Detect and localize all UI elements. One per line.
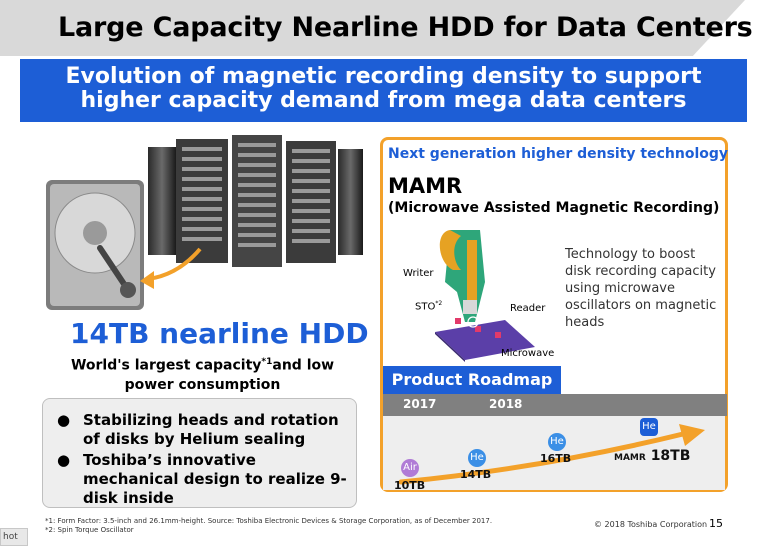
feature-item: ● Stabilizing heads and rotation of disk…: [57, 411, 347, 449]
product-subtitle: World's largest capacity*1and low power …: [50, 353, 355, 395]
copyright: © 2018 Toshiba Corporation: [594, 520, 708, 529]
footnote-2: *2: Spin Torque Oscillator: [45, 526, 134, 534]
corner-tab[interactable]: hot: [0, 528, 28, 546]
features-box: ● Stabilizing heads and rotation of disk…: [42, 398, 357, 508]
footnotes: *1: Form Factor: 3.5-inch and 26.1mm-hei…: [45, 517, 492, 535]
capacity-18tb-value: 18TB: [650, 448, 691, 464]
page-number: 15: [709, 517, 723, 530]
capacity-14tb: 14TB: [460, 468, 492, 481]
air-badge-icon: Air: [401, 459, 419, 477]
capacity-10tb: 10TB: [394, 479, 426, 492]
product-subtitle-part2: and low: [272, 357, 335, 374]
page-title: Large Capacity Nearline HDD for Data Cen…: [58, 12, 753, 43]
product-title: 14TB nearline HDD: [70, 317, 369, 350]
capacity-16tb: 16TB: [540, 452, 572, 465]
bullet-icon: ●: [57, 451, 71, 469]
helium-badge-icon: He: [548, 433, 566, 451]
feature-text: Toshiba’s innovative mechanical design t…: [83, 451, 347, 507]
helium-badge-icon: He: [468, 449, 486, 467]
subtitle-line-2: higher capacity demand from mega data ce…: [80, 88, 687, 113]
mamr-prefix: MAMR: [614, 453, 646, 463]
mamr-full-name: (Microwave Assisted Magnetic Recording): [388, 200, 720, 216]
roadmap-arrow-icon: [398, 424, 705, 485]
year-2018: 2018: [489, 397, 523, 411]
microwave-label: Microwave: [501, 348, 555, 359]
product-subtitle-part1: World's largest capacity: [70, 357, 262, 374]
sto-label: STO*2: [415, 300, 442, 312]
year-2017: 2017: [403, 397, 437, 411]
subtitle-banner: Evolution of magnetic recording density …: [20, 59, 747, 122]
title-band: [0, 0, 745, 56]
product-subtitle-line2: power consumption: [124, 376, 281, 393]
mamr-description: Technology to boost disk recording capac…: [565, 247, 717, 330]
hdd-image: [46, 180, 144, 310]
footnote-ref-1: *1: [261, 357, 273, 367]
mamr-title: MAMR: [388, 174, 463, 198]
subtitle-line-1: Evolution of magnetic recording density …: [65, 64, 702, 89]
helium-badge-icon: He: [640, 418, 658, 436]
roadmap-year-bar: 2017 2018: [383, 394, 727, 416]
orange-arrow-icon: [140, 247, 202, 289]
server-rack-image: [148, 135, 363, 267]
capacity-18tb: MAMR 18TB: [614, 448, 690, 464]
next-gen-heading: Next generation higher density technolog…: [388, 146, 729, 162]
mamr-head-diagram: Writer STO*2 Reader Microwave: [395, 222, 560, 362]
recording-head-icon: [435, 230, 535, 362]
feature-text: Stabilizing heads and rotation of disks …: [83, 411, 339, 448]
footnote-ref-2: *2: [435, 300, 443, 307]
roadmap-label: Product Roadmap: [383, 366, 561, 394]
writer-label: Writer: [403, 268, 434, 279]
feature-item: ● Toshiba’s innovative mechanical design…: [57, 451, 347, 508]
footnote-1: *1: Form Factor: 3.5-inch and 26.1mm-hei…: [45, 517, 493, 525]
reader-label: Reader: [510, 303, 546, 314]
sto-text: STO: [415, 301, 436, 313]
bullet-icon: ●: [57, 411, 71, 429]
